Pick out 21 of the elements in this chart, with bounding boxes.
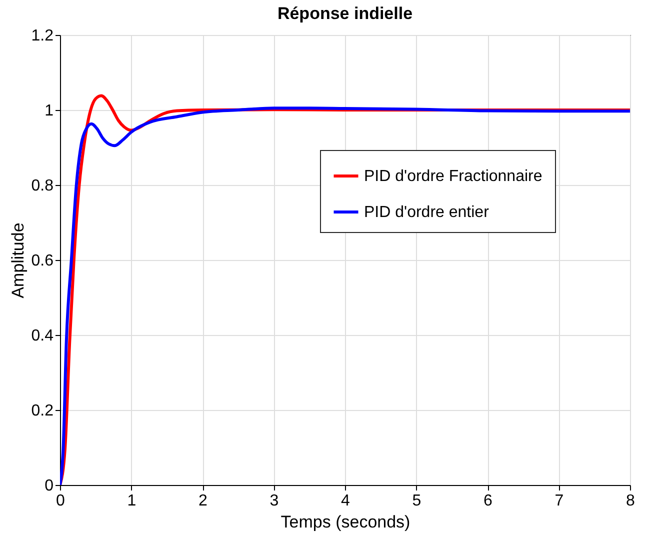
x-axis-title: Temps (seconds) bbox=[280, 512, 410, 532]
x-tick-label: 6 bbox=[484, 492, 493, 510]
x-tick-label: 7 bbox=[554, 492, 564, 510]
legend-label: PID d'ordre entier bbox=[364, 204, 490, 221]
y-tick-label: 0.4 bbox=[31, 328, 54, 344]
x-tick-label: 1 bbox=[127, 492, 136, 510]
y-tick-label: 0.8 bbox=[31, 178, 54, 194]
legend-label: PID d'ordre Fractionnaire bbox=[364, 168, 542, 185]
y-tick-label: 0 bbox=[44, 478, 54, 494]
y-axis-title: Amplitude bbox=[8, 222, 28, 298]
x-tick-label: 2 bbox=[198, 492, 208, 510]
y-tick-label: 1.2 bbox=[31, 28, 54, 44]
y-tick-label: 0.2 bbox=[31, 402, 54, 420]
x-tick-label: 5 bbox=[412, 492, 422, 510]
y-tick-label: 0.6 bbox=[31, 252, 54, 270]
x-tick-label: 4 bbox=[341, 492, 350, 510]
chart-title: Réponse indielle bbox=[277, 4, 413, 23]
x-tick-label: 3 bbox=[270, 492, 279, 510]
y-tick-label: 1 bbox=[44, 102, 54, 120]
x-tick-label: 0 bbox=[56, 492, 66, 510]
x-tick-label: 8 bbox=[626, 492, 636, 510]
